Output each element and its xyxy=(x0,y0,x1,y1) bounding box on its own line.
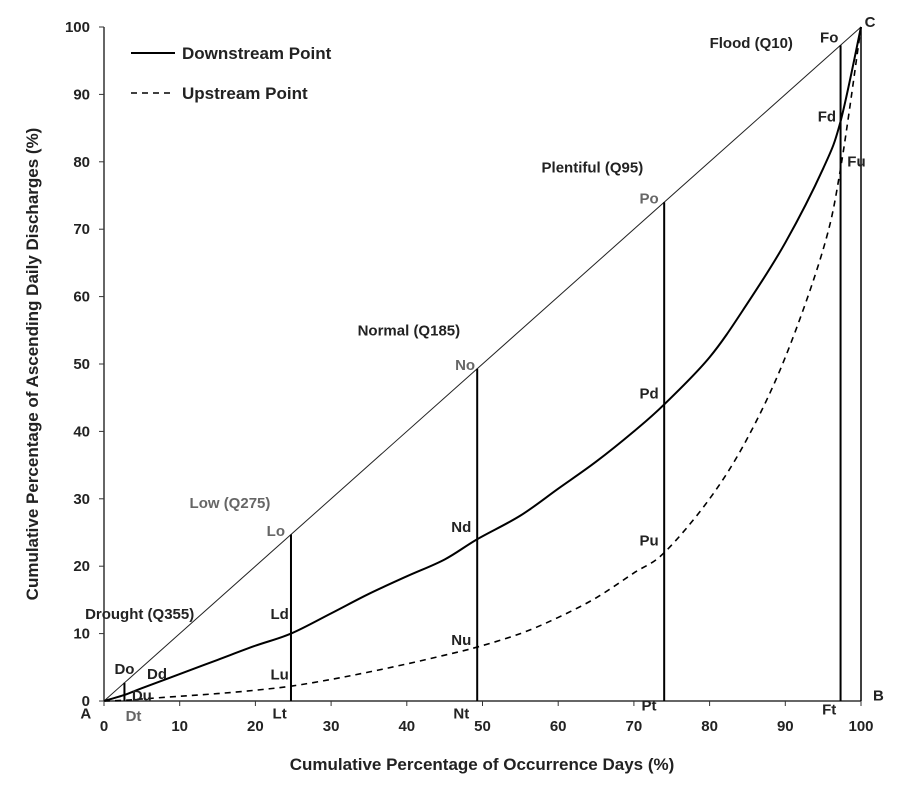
series-line-downstream xyxy=(103,26,862,702)
x-axis-title: Cumulative Percentage of Occurrence Days… xyxy=(290,755,675,774)
point-label: Fu xyxy=(847,154,865,171)
y-tick-label: 20 xyxy=(73,558,90,575)
point-label: No xyxy=(455,357,475,374)
point-label: Plentiful (Q95) xyxy=(542,160,644,177)
point-label: B xyxy=(873,687,884,704)
y-tick-label: 80 xyxy=(73,154,90,171)
point-label: Nu xyxy=(451,632,471,649)
point-label: Low (Q275) xyxy=(190,495,271,512)
point-label: Do xyxy=(114,661,134,678)
point-label: Ld xyxy=(270,606,288,623)
y-tick-label: 10 xyxy=(73,626,90,643)
x-tick-label: 100 xyxy=(848,718,873,735)
point-label: Flood (Q10) xyxy=(710,35,793,52)
point-labels: Drought (Q355) Low (Q275) Normal (Q185) Ple… xyxy=(80,14,884,725)
point-label: Lo xyxy=(267,523,285,540)
point-label: Lu xyxy=(270,666,288,683)
series-line-upstream xyxy=(103,26,862,702)
x-tick-label: 20 xyxy=(247,718,264,735)
point-label: Pu xyxy=(639,532,658,549)
x-tick-label: 0 xyxy=(100,718,108,735)
point-label: Drought (Q355) xyxy=(85,606,194,623)
x-tick-label: 40 xyxy=(398,718,415,735)
point-label: Fo xyxy=(820,30,838,47)
point-label: Dt xyxy=(126,708,142,725)
point-label: Nt xyxy=(453,706,469,723)
y-tick-label: 90 xyxy=(73,86,90,103)
legend-label-downstream: Downstream Point xyxy=(182,44,332,63)
point-label: Normal (Q185) xyxy=(358,323,461,340)
diagonal-line xyxy=(103,26,862,702)
y-tick-label: 50 xyxy=(73,356,90,373)
point-label: Du xyxy=(132,687,152,704)
point-label: Ft xyxy=(822,701,836,718)
y-tick-label: 0 xyxy=(82,693,90,710)
point-label: Lt xyxy=(273,706,287,723)
point-label: Nd xyxy=(451,519,471,536)
x-tick-label: 50 xyxy=(474,718,491,735)
point-label: Dd xyxy=(147,666,167,683)
y-tick-label: 100 xyxy=(65,19,90,36)
x-tick-label: 30 xyxy=(323,718,340,735)
x-tick-label: 90 xyxy=(777,718,794,735)
y-tick-label: 40 xyxy=(73,423,90,440)
point-label: Pt xyxy=(642,697,657,714)
y-tick-label: 30 xyxy=(73,491,90,508)
legend: Downstream Point Upstream Point xyxy=(131,44,332,103)
point-label: A xyxy=(80,706,91,723)
x-tick-label: 80 xyxy=(701,718,718,735)
point-label: Po xyxy=(639,191,658,208)
point-label: C xyxy=(865,14,876,31)
y-tick-label: 60 xyxy=(73,289,90,306)
y-tick-label: 70 xyxy=(73,221,90,238)
chart-marks xyxy=(103,26,862,702)
x-tick-label: 70 xyxy=(626,718,643,735)
y-axis-title: Cumulative Percentage of Ascending Daily… xyxy=(23,128,42,601)
axis-ticks: 0 10 20 30 40 50 60 70 80 90 100 0 10 20 30 40 50 60 70 80 9… xyxy=(65,19,874,735)
legend-label-upstream: Upstream Point xyxy=(182,84,308,103)
x-tick-label: 60 xyxy=(550,718,567,735)
x-tick-label: 10 xyxy=(171,718,188,735)
point-label: Fd xyxy=(818,108,836,125)
point-label: Pd xyxy=(639,385,658,402)
